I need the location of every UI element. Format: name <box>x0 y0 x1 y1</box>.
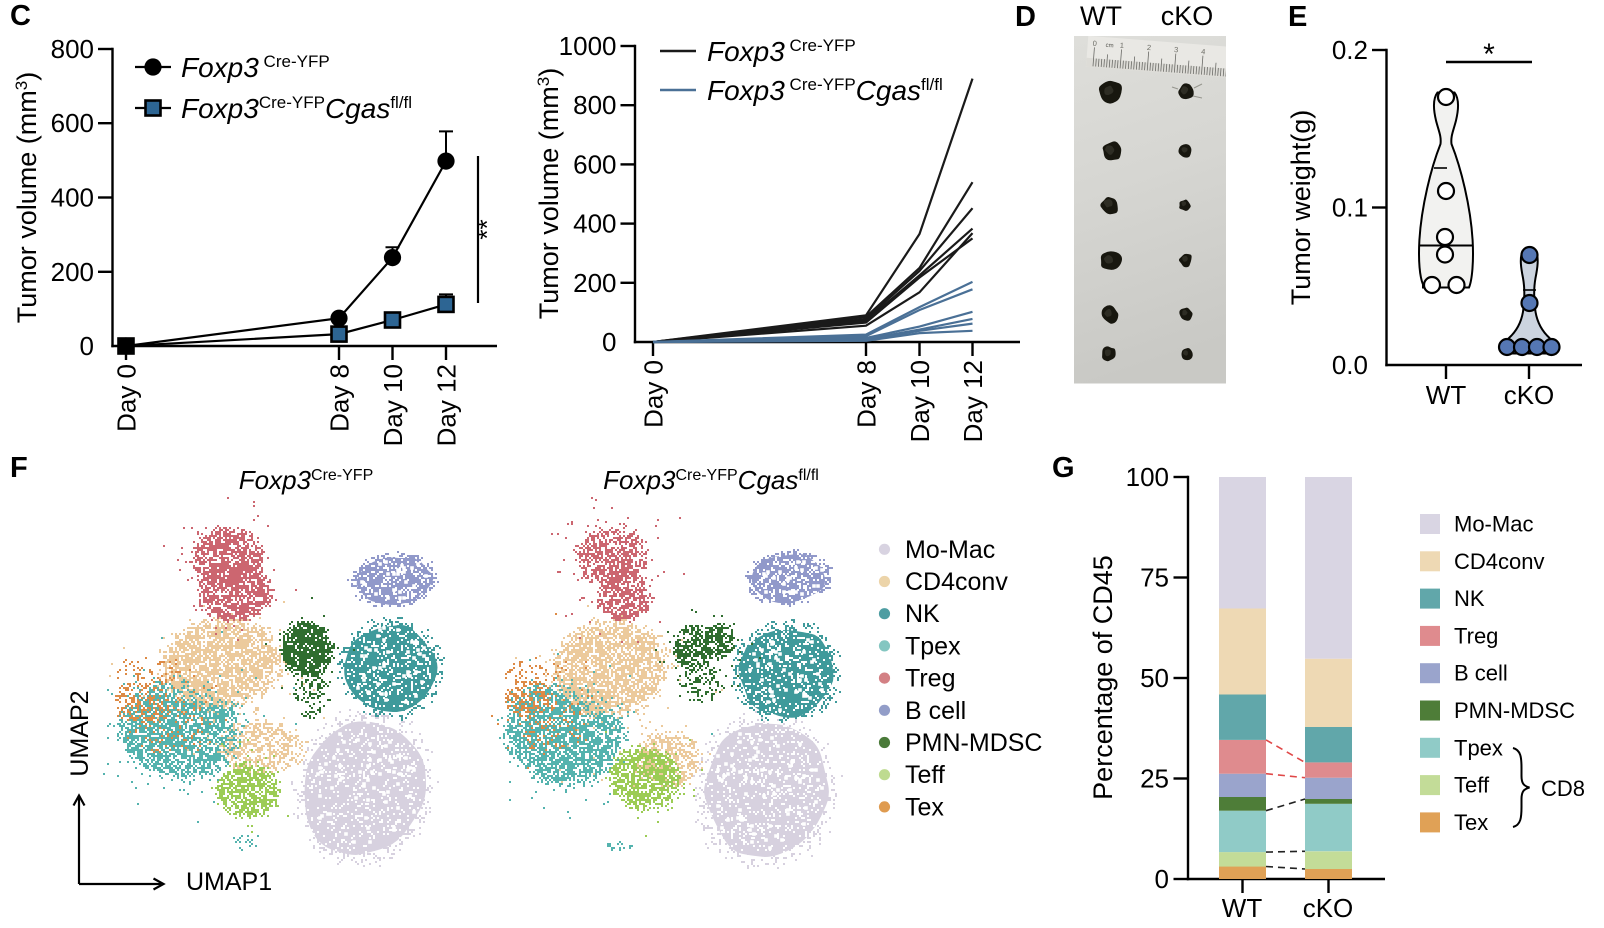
svg-text:Day 10: Day 10 <box>378 364 408 446</box>
svg-text:2: 2 <box>1147 43 1152 52</box>
svg-text:0: 0 <box>1155 864 1169 894</box>
svg-text:4: 4 <box>1201 47 1206 56</box>
svg-text:1000: 1000 <box>559 31 617 61</box>
svg-text:Tex: Tex <box>905 793 944 821</box>
svg-text:cm: cm <box>1105 43 1113 50</box>
svg-text:0.1: 0.1 <box>1332 193 1368 223</box>
svg-text:Day 12: Day 12 <box>958 360 988 442</box>
svg-text:0: 0 <box>602 327 616 357</box>
svg-text:G: G <box>1052 452 1075 484</box>
svg-text:Tpex: Tpex <box>1454 735 1503 760</box>
svg-text:3: 3 <box>1174 45 1179 54</box>
svg-text:Foxp3Cre-YFPCgasfl/fl: Foxp3Cre-YFPCgasfl/fl <box>603 465 819 495</box>
svg-text:Day 0: Day 0 <box>112 364 142 432</box>
svg-text:0.0: 0.0 <box>1332 350 1368 380</box>
svg-text:Tex: Tex <box>1454 810 1488 835</box>
svg-text:Day 10: Day 10 <box>905 360 935 442</box>
svg-text:**: ** <box>472 219 502 239</box>
svg-text:Tumor weight(g): Tumor weight(g) <box>1286 110 1316 306</box>
svg-text:Treg: Treg <box>905 665 955 693</box>
svg-text:Percentage of CD45: Percentage of CD45 <box>1088 555 1118 800</box>
svg-text:cKO: cKO <box>1504 380 1555 410</box>
svg-text:Foxp3Cre-YFP: Foxp3Cre-YFP <box>239 465 374 495</box>
svg-text:75: 75 <box>1140 563 1169 593</box>
svg-text:0.2: 0.2 <box>1332 35 1368 65</box>
svg-text:PMN-MDSC: PMN-MDSC <box>1454 698 1575 723</box>
svg-text:Treg: Treg <box>1454 623 1498 648</box>
svg-text:WT: WT <box>1426 380 1467 410</box>
svg-text:800: 800 <box>573 90 616 120</box>
svg-text:0: 0 <box>80 331 94 361</box>
svg-text:*: * <box>1483 38 1495 71</box>
svg-text:Day 8: Day 8 <box>325 364 355 432</box>
svg-text:200: 200 <box>573 268 616 298</box>
svg-text:Mo-Mac: Mo-Mac <box>905 536 995 564</box>
svg-text:1: 1 <box>1119 41 1124 50</box>
svg-text:Tumor volume (mm3): Tumor volume (mm3) <box>534 68 564 320</box>
svg-text:NK: NK <box>905 600 940 628</box>
svg-text:Teff: Teff <box>905 761 945 789</box>
svg-text:WT: WT <box>1222 893 1263 923</box>
svg-text:UMAP1: UMAP1 <box>186 868 272 896</box>
svg-text:PMN-MDSC: PMN-MDSC <box>905 729 1043 757</box>
svg-text:0: 0 <box>1092 39 1097 48</box>
svg-text:Day 0: Day 0 <box>639 360 669 428</box>
svg-text:WT: WT <box>1080 1 1122 31</box>
svg-text:B cell: B cell <box>1454 661 1508 686</box>
svg-text:E: E <box>1288 1 1307 33</box>
svg-text:100: 100 <box>1126 462 1169 492</box>
svg-text:600: 600 <box>51 108 94 138</box>
svg-text:C: C <box>10 0 31 32</box>
svg-text:200: 200 <box>51 257 94 287</box>
svg-text:400: 400 <box>573 209 616 239</box>
svg-text:D: D <box>1015 1 1036 33</box>
svg-text:Day 8: Day 8 <box>852 360 882 428</box>
svg-text:Mo-Mac: Mo-Mac <box>1454 512 1533 537</box>
svg-text:F: F <box>10 452 28 484</box>
svg-text:Teff: Teff <box>1454 773 1490 798</box>
svg-text:Day 12: Day 12 <box>432 364 462 446</box>
svg-text:CD4conv: CD4conv <box>1454 549 1544 574</box>
svg-text:50: 50 <box>1140 663 1169 693</box>
svg-text:cKO: cKO <box>1303 893 1354 923</box>
svg-text:800: 800 <box>51 34 94 64</box>
svg-text:Tpex: Tpex <box>905 632 961 660</box>
svg-text:CD8: CD8 <box>1541 776 1585 801</box>
svg-text:B cell: B cell <box>905 697 966 725</box>
svg-text:25: 25 <box>1140 764 1169 794</box>
svg-text:400: 400 <box>51 183 94 213</box>
svg-text:CD4conv: CD4conv <box>905 568 1008 596</box>
svg-text:UMAP2: UMAP2 <box>66 690 94 776</box>
svg-text:cKO: cKO <box>1161 1 1214 31</box>
svg-text:Tumor volume (mm3): Tumor volume (mm3) <box>12 72 42 324</box>
svg-text:600: 600 <box>573 149 616 179</box>
svg-text:NK: NK <box>1454 586 1485 611</box>
